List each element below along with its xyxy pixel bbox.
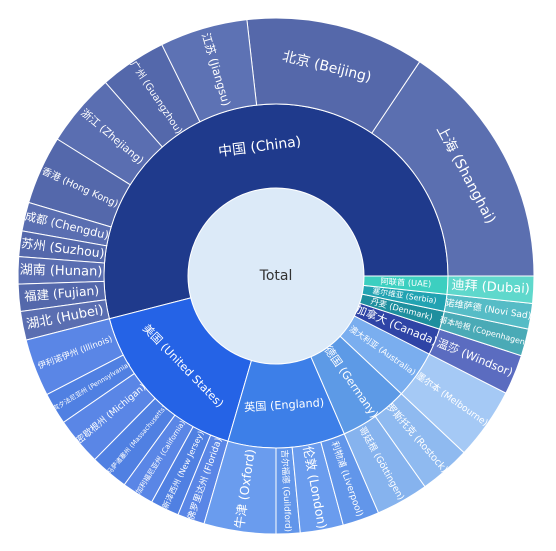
root-label: Total [259,268,293,284]
segment-label: 迪拜 (Dubai) [451,278,530,297]
segment-label: 吉尔福德 (Guildford) [279,449,294,532]
segment-label: 阿联酋 (UAE) [380,276,431,289]
segment-label: 福建 (Fujian) [24,283,100,304]
segment-label: 湖南 (Hunan) [20,262,103,280]
segment-label: 英国 (England) [244,395,325,414]
child-segment [446,275,535,305]
